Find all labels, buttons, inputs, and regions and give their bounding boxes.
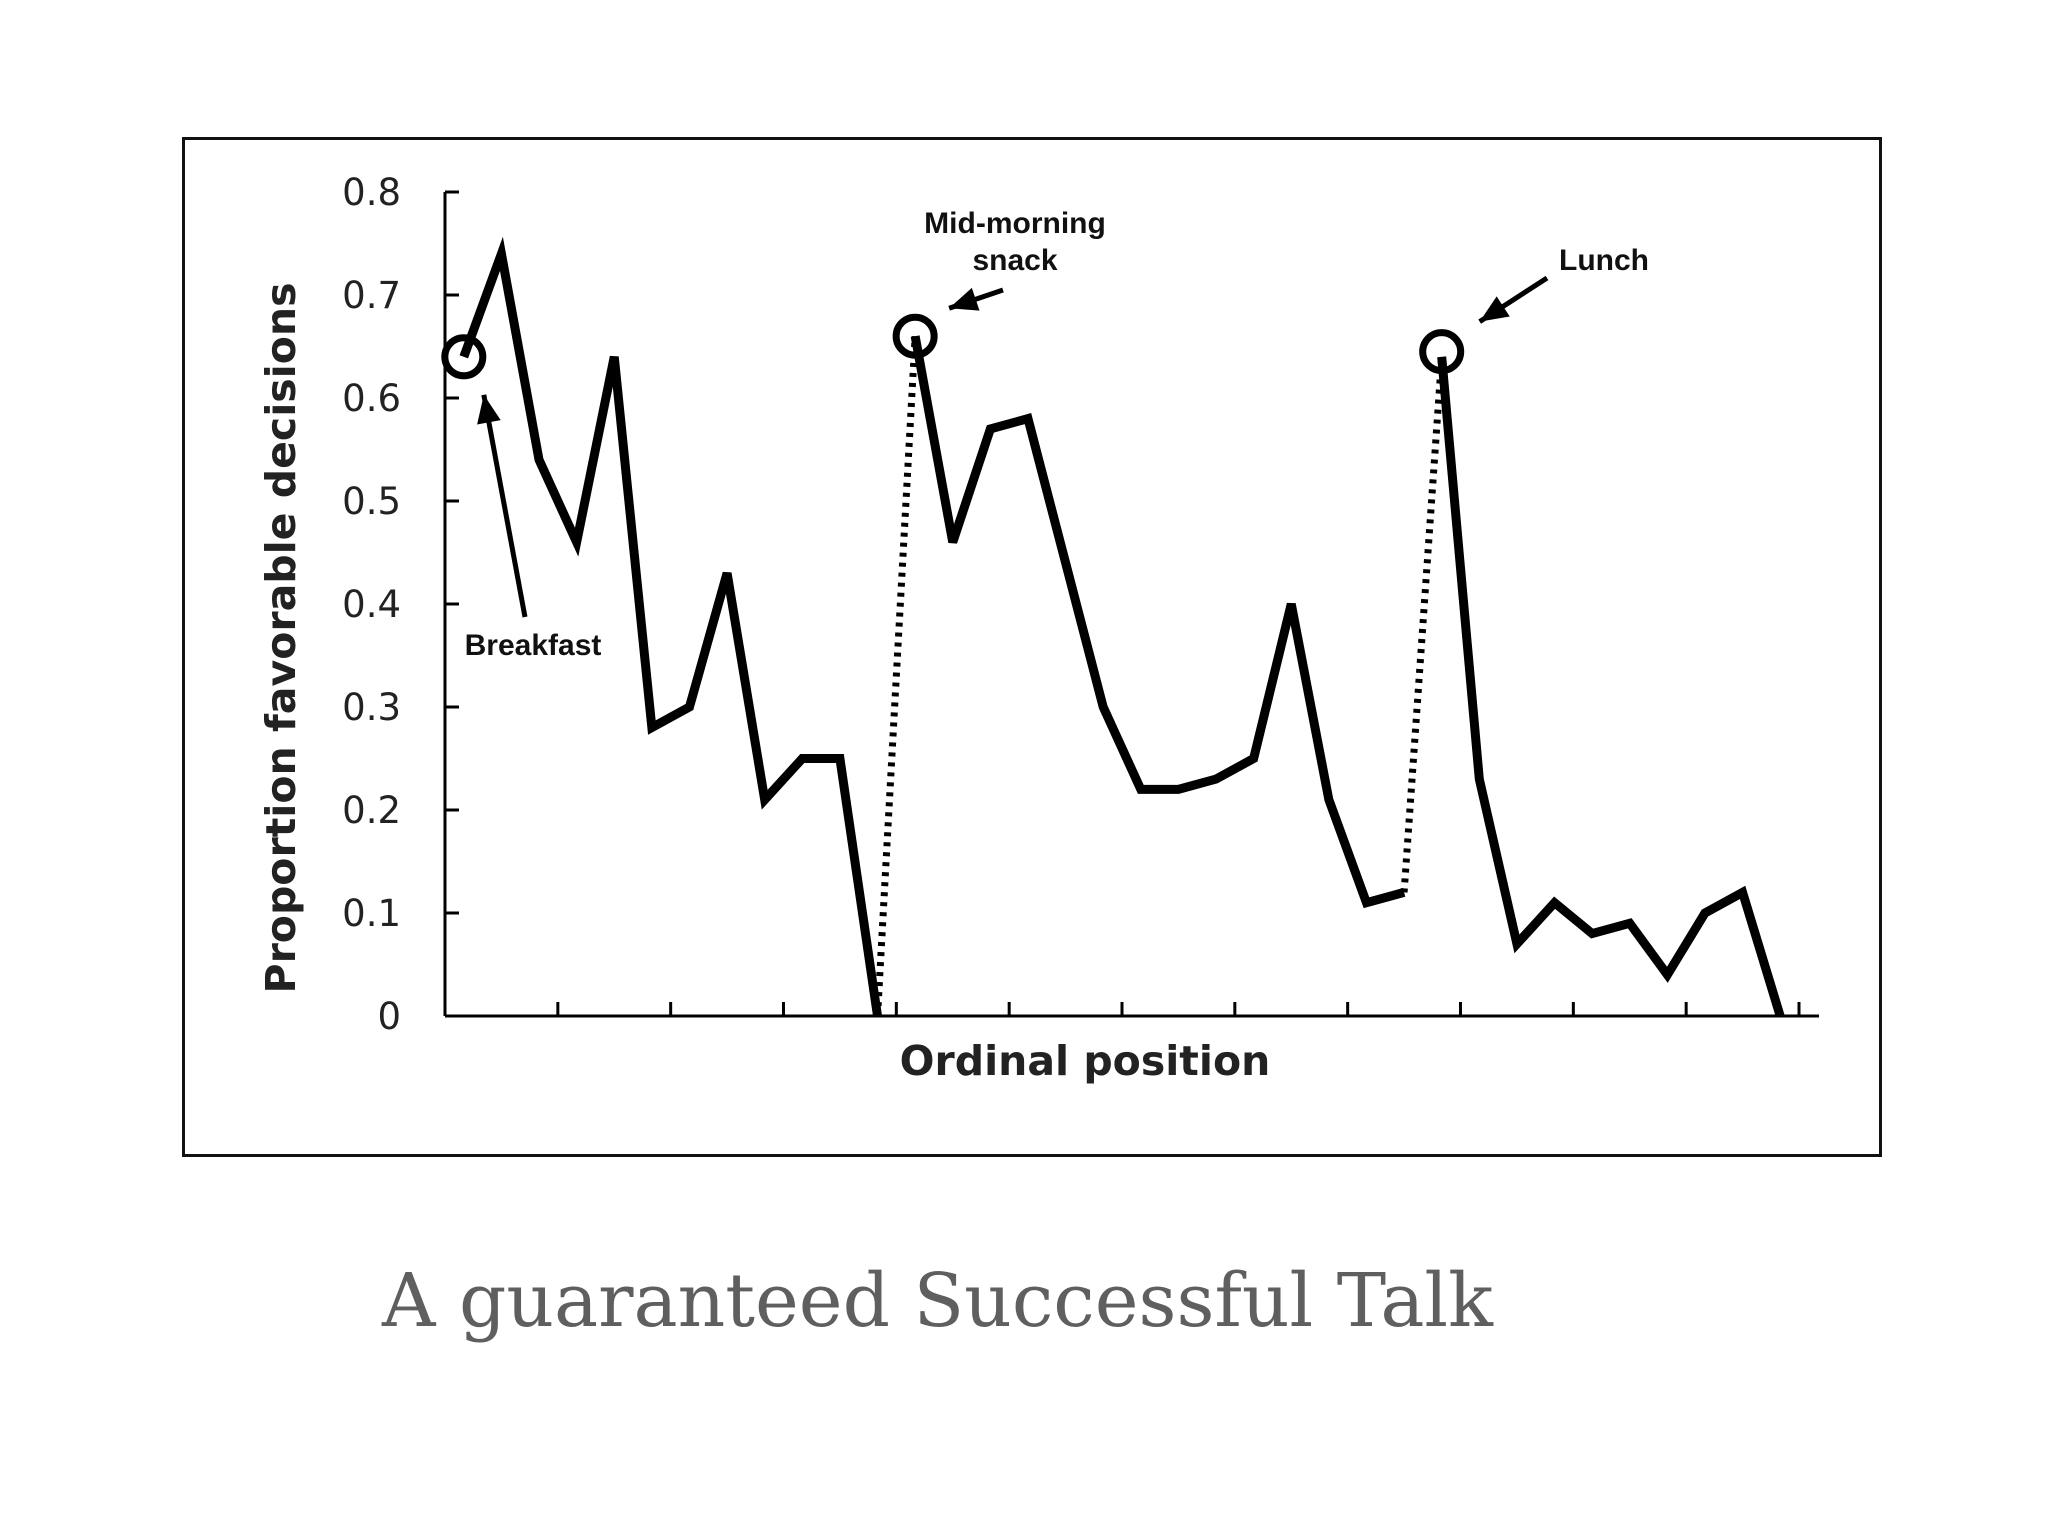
y-tick-label: 0.4	[342, 583, 401, 626]
annotation-mid-morning: Mid-morning	[924, 207, 1106, 240]
y-tick-label: 0.8	[342, 171, 401, 214]
series-line-2-dotted	[874, 336, 919, 1017]
y-tick-label: 0.2	[342, 789, 401, 832]
line-chart: 0 0.1 0.2 0.3 0.4 0.5 0.6 0.7 0.8 Breakfast Mid-m…	[257, 171, 1819, 1085]
slide-caption: A guaranteed Successful Talk	[382, 1258, 1493, 1344]
series-line-3-solid	[910, 335, 1406, 909]
x-axis-title: Ordinal position	[900, 1037, 1271, 1085]
series-line-1-solid	[459, 236, 882, 1017]
y-tick-label: 0.6	[342, 377, 401, 420]
series-line-5-solid	[1437, 356, 1785, 1018]
y-tick-label: 0.1	[342, 892, 401, 935]
circled-point-2	[892, 313, 938, 359]
annotation-snack: snack	[972, 244, 1057, 277]
annotation-lunch: Lunch	[1559, 244, 1649, 277]
annotation-breakfast: Breakfast	[465, 629, 602, 662]
circled-point-3	[1419, 329, 1465, 375]
y-tick-label: 0.7	[342, 274, 401, 317]
annotation-breakfast-arrow-shaft	[481, 394, 528, 618]
y-axis-title: Proportion favorable decisions	[257, 283, 305, 994]
annotation-lunch-arrow-head	[1479, 296, 1510, 322]
y-tick-label: 0.5	[342, 480, 401, 523]
y-tick-label: 0.3	[342, 686, 401, 729]
annotation-breakfast-arrow-head	[477, 394, 501, 425]
series-line-4-dotted	[1400, 356, 1446, 893]
annotation-mid-morning-arrow-head	[949, 287, 980, 311]
circled-point-1	[441, 334, 487, 380]
chart-frame: 0 0.1 0.2 0.3 0.4 0.5 0.6 0.7 0.8 Breakfast Mid-m…	[182, 137, 1882, 1157]
y-tick-label: 0	[377, 995, 401, 1038]
